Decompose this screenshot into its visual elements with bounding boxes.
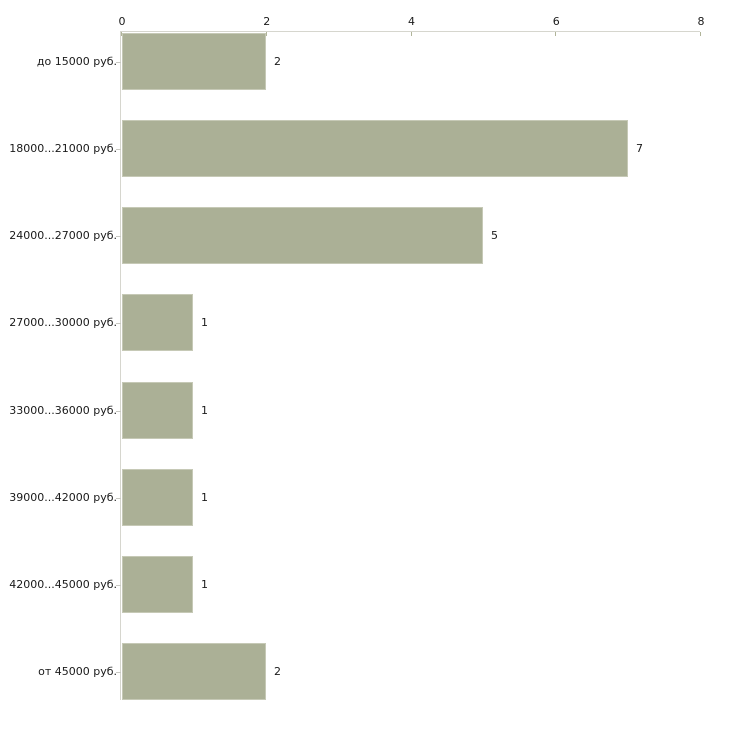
category-tick (116, 236, 121, 237)
bar (122, 643, 266, 700)
bar-value-label: 1 (201, 578, 208, 591)
category-tick (116, 62, 121, 63)
category-tick (116, 149, 121, 150)
category-tick (116, 498, 121, 499)
x-axis-tick-label: 6 (552, 15, 560, 28)
x-axis-tick (555, 32, 557, 36)
category-tick (116, 411, 121, 412)
x-axis-tick (265, 32, 267, 36)
category-label: 39000...42000 руб. (9, 491, 117, 504)
bar (122, 294, 193, 351)
bar-value-label: 2 (274, 55, 281, 68)
category-label: 42000...45000 руб. (9, 578, 117, 591)
bar-value-label: 1 (201, 316, 208, 329)
bar (122, 382, 193, 439)
bar-value-label: 2 (274, 665, 281, 678)
x-axis-tick (410, 32, 412, 36)
bar (122, 120, 628, 177)
bar (122, 207, 483, 264)
category-label: 24000...27000 руб. (9, 229, 117, 242)
category-label: 27000...30000 руб. (9, 316, 117, 329)
x-axis-tick-label: 0 (118, 15, 126, 28)
category-label: 33000...36000 руб. (9, 404, 117, 417)
bar-value-label: 1 (201, 491, 208, 504)
bar (122, 33, 266, 90)
category-tick (116, 672, 121, 673)
x-axis-line (120, 31, 700, 32)
bar-value-label: 7 (636, 142, 643, 155)
bar-value-label: 5 (491, 229, 498, 242)
x-axis-tick-label: 2 (263, 15, 271, 28)
bar-value-label: 1 (201, 404, 208, 417)
bar (122, 556, 193, 613)
x-axis-tick (121, 32, 122, 36)
y-axis-line (120, 31, 121, 700)
bar (122, 469, 193, 526)
x-axis-tick-label: 8 (697, 15, 705, 28)
category-tick (116, 585, 121, 586)
x-axis-tick (700, 32, 701, 36)
category-label: до 15000 руб. (36, 55, 117, 68)
category-tick (116, 323, 121, 324)
category-label: от 45000 руб. (38, 665, 117, 678)
x-axis-tick-label: 4 (408, 15, 415, 28)
category-label: 18000...21000 руб. (9, 142, 117, 155)
